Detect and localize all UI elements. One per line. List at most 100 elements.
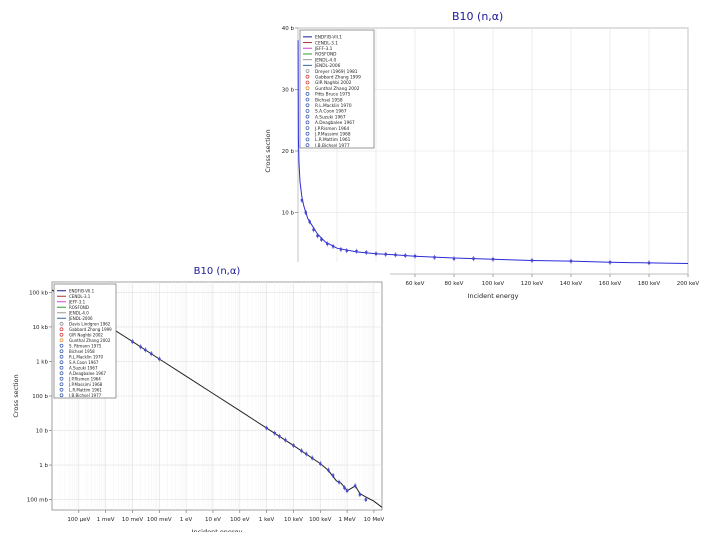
y-tick-label: 100 mb xyxy=(27,498,49,504)
data-point xyxy=(308,220,311,223)
data-point xyxy=(530,259,534,262)
data-point xyxy=(608,261,612,264)
legend-label: A.Suzuki 1967 xyxy=(69,365,98,370)
data-point xyxy=(345,249,348,252)
legend-label: I.B.Bichsel 1977 xyxy=(69,393,102,398)
legend-marker xyxy=(59,354,64,359)
y-tick-label: 10 b xyxy=(36,429,49,435)
legend-label: JEFF-3.1 xyxy=(314,46,333,52)
data-point xyxy=(433,256,436,259)
x-axis-label: Incident energy xyxy=(468,292,519,300)
y-tick-label: 30 b xyxy=(282,88,295,94)
data-point xyxy=(300,449,303,452)
legend-marker xyxy=(59,382,64,387)
legend-marker xyxy=(305,120,310,125)
legend-marker xyxy=(305,114,310,119)
legend-label: ROSFOND xyxy=(315,52,337,58)
y-tick-label: 1 kb xyxy=(36,359,48,365)
legend-marker xyxy=(59,387,64,392)
data-point xyxy=(316,234,319,238)
legend-marker xyxy=(59,365,64,370)
legend-marker xyxy=(305,69,310,73)
legend-label: A.Deagbalee 1967 xyxy=(69,371,106,376)
legend-marker xyxy=(59,338,64,343)
legend-label: J.P.Rismen 1964 xyxy=(314,126,349,132)
x-tick-label: 100 eV xyxy=(230,517,250,523)
legend-marker xyxy=(305,91,310,96)
data-point xyxy=(647,261,651,265)
data-point xyxy=(265,426,268,430)
legend-label: ENDF/B-VII.1 xyxy=(315,35,342,41)
legend-marker xyxy=(305,143,310,148)
data-point xyxy=(320,238,323,241)
legend-label: Gabbard Zhang 1999 xyxy=(315,74,361,80)
data-point xyxy=(292,444,295,447)
y-axis-label: Cross section xyxy=(12,374,20,417)
legend-label: Bichsel 1958 xyxy=(69,349,95,354)
y-tick-label: 100 kb xyxy=(29,290,48,296)
data-point xyxy=(144,348,147,352)
y-tick-label: 20 b xyxy=(282,149,295,155)
data-point xyxy=(331,474,335,477)
legend-marker xyxy=(305,109,310,113)
legend-label: CENDL-3.1 xyxy=(69,294,91,299)
data-point xyxy=(150,352,153,355)
legend-box xyxy=(299,29,375,149)
y-axis-label: Cross section xyxy=(264,129,272,172)
data-point xyxy=(300,199,304,202)
data-point xyxy=(384,253,387,256)
legend-label: GIR Naghbi 2002 xyxy=(69,332,103,337)
legend-marker xyxy=(59,321,64,326)
legend-label: CENDL-3.1 xyxy=(315,40,338,46)
legend-marker xyxy=(305,86,310,91)
data-point xyxy=(413,254,417,258)
legend-label: Gunthal Zhang 2002 xyxy=(315,86,360,92)
legend-label: JENDL-2006 xyxy=(314,63,341,69)
legend-label: I.B.Bichsel 1977 xyxy=(315,143,350,149)
x-tick-label: 200 keV xyxy=(677,281,700,287)
legend-label: S. Rtmann 1975 xyxy=(69,343,102,348)
x-tick-label: 120 keV xyxy=(521,281,544,287)
x-tick-label: 180 keV xyxy=(638,281,661,287)
data-point xyxy=(365,251,368,254)
legend-marker xyxy=(59,393,64,398)
legend-label: JEFF-3.1 xyxy=(68,299,86,304)
data-point xyxy=(343,486,346,489)
legend-marker xyxy=(59,376,64,381)
data-point xyxy=(339,248,343,251)
data-point xyxy=(569,259,573,263)
legend-label: L.R.Mattim 1961 xyxy=(315,137,351,143)
legend-label: J.P.Rismen 1964 xyxy=(68,376,101,381)
legend-label: J.P.Massimi 1968 xyxy=(68,382,103,387)
legend-label: L.R.Mattim 1961 xyxy=(69,387,102,392)
data-point xyxy=(491,258,495,261)
data-point xyxy=(312,228,315,231)
legend-label: J.P.Massimi 1968 xyxy=(314,131,351,137)
legend-marker xyxy=(59,327,64,332)
legend-marker xyxy=(59,349,64,354)
data-point xyxy=(305,452,308,456)
y-tick-label: 40 b xyxy=(282,26,295,32)
legend-label: Gunthal Zhang 2002 xyxy=(69,338,111,343)
x-tick-label: 100 keV xyxy=(309,517,332,523)
y-tick-label: 10 kb xyxy=(33,325,49,331)
legend-label: Davis Lindgren 1962 xyxy=(69,321,111,326)
data-point xyxy=(304,211,307,214)
data-point xyxy=(345,489,349,492)
data-point xyxy=(374,252,378,255)
legend-marker xyxy=(59,332,64,337)
data-point xyxy=(404,254,407,257)
legend-box xyxy=(53,283,117,399)
data-point xyxy=(331,245,335,248)
legend-label: JENDL-2006 xyxy=(68,316,93,321)
y-tick-label: 10 b xyxy=(282,211,295,217)
legend-marker xyxy=(305,137,310,142)
x-tick-label: 140 keV xyxy=(560,281,583,287)
data-point xyxy=(327,468,330,472)
chart-title-top: B10 (n,α) xyxy=(452,10,504,23)
legend-label: Gabbard Zhang 1999 xyxy=(69,327,112,332)
x-tick-label: 10 keV xyxy=(284,517,303,523)
x-tick-label: 100 meV xyxy=(147,517,172,523)
x-tick-label: 10 MeV xyxy=(364,517,385,523)
legend-label: ROSFOND xyxy=(69,305,89,310)
